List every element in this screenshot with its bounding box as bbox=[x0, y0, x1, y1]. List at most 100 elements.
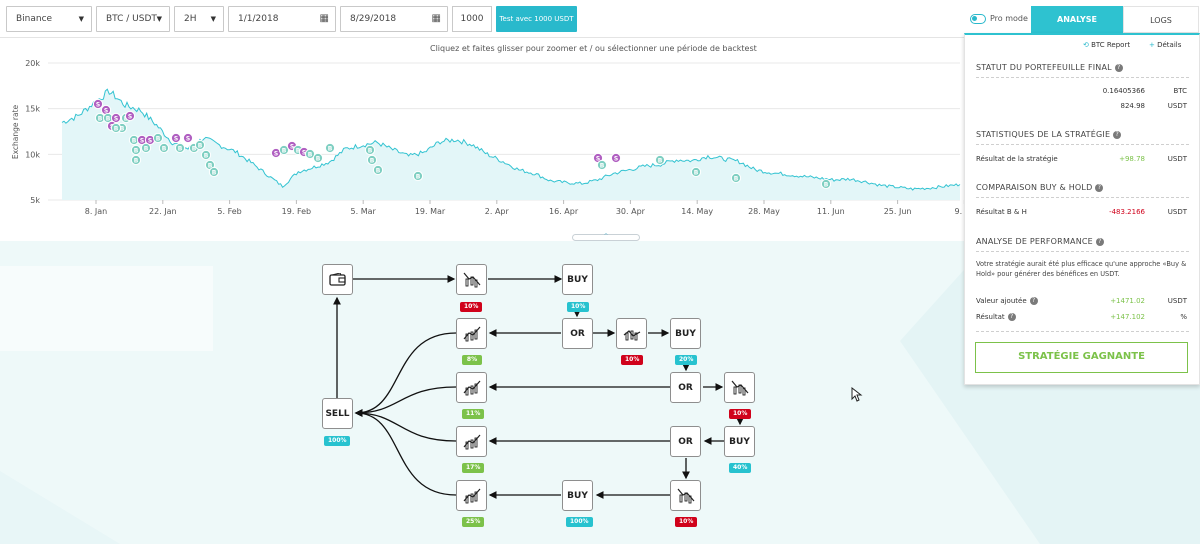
buy-signal-label: B bbox=[658, 157, 663, 164]
sell-signal-marker bbox=[124, 110, 136, 122]
y-tick-label: 10k bbox=[25, 150, 40, 159]
indicator-tag: 10% bbox=[675, 517, 698, 527]
added-value-label: Valeur ajoutée? bbox=[976, 297, 1038, 305]
indicator-node-bear[interactable] bbox=[724, 372, 755, 403]
buy-node[interactable]: BUY bbox=[562, 264, 593, 295]
price-area bbox=[62, 89, 960, 200]
or-node[interactable]: OR bbox=[670, 372, 701, 403]
interval-select[interactable]: 2H ▼ bbox=[174, 6, 224, 32]
portfolio-usdt-unit: USDT bbox=[1167, 102, 1187, 110]
tab-logs[interactable]: LOGS bbox=[1123, 6, 1199, 33]
result-value: +147.102 bbox=[1110, 313, 1145, 321]
buy-node[interactable]: BUY bbox=[724, 426, 755, 457]
buy-signal-marker bbox=[174, 142, 186, 154]
sell-node[interactable]: SELL bbox=[322, 398, 353, 429]
buy-signal-label: B bbox=[120, 125, 125, 132]
x-tick-label: 11. Jun bbox=[817, 207, 845, 216]
buy-signal-label: B bbox=[208, 162, 213, 169]
portfolio-btc-unit: BTC bbox=[1173, 87, 1187, 95]
buyhold-label: Résultat B & H bbox=[976, 208, 1027, 216]
price-chart-svg[interactable]: 5k 10k 15k 20k Exchange rate 8. Jan 22. Jan 5. … bbox=[0, 38, 964, 238]
wallet-node[interactable] bbox=[322, 264, 353, 295]
calendar-icon[interactable]: ▦ bbox=[319, 13, 329, 24]
toolbar: Binance ▼ BTC / USDT ▼ 2H ▼ 1/1/2018 ▦ 8… bbox=[0, 0, 1200, 38]
indicator-tag: 11% bbox=[462, 409, 485, 419]
chart-neutral-icon bbox=[623, 329, 640, 340]
sell-signal-label: S bbox=[614, 155, 618, 162]
indicator-node-bull[interactable] bbox=[456, 426, 487, 457]
chevron-down-icon: ▼ bbox=[210, 15, 216, 23]
portfolio-btc-value: 0.16405366 bbox=[1102, 87, 1145, 95]
calendar-icon[interactable]: ▦ bbox=[431, 13, 441, 24]
interval-value: 2H bbox=[184, 14, 197, 24]
buy-signal-marker bbox=[820, 178, 832, 190]
pro-mode-toggle[interactable] bbox=[970, 14, 986, 24]
buy-signal-label: B bbox=[282, 147, 287, 154]
price-line bbox=[61, 88, 961, 191]
buy-signal-label: B bbox=[376, 167, 381, 174]
or-node[interactable]: OR bbox=[670, 426, 701, 457]
indicator-node-bull[interactable] bbox=[456, 318, 487, 349]
indicator-tag: 10% bbox=[729, 409, 752, 419]
sell-signal-marker bbox=[92, 98, 104, 110]
sell-node-label: SELL bbox=[325, 408, 350, 419]
start-date-input[interactable]: 1/1/2018 ▦ bbox=[228, 6, 336, 32]
amount-input[interactable]: 1000 bbox=[452, 6, 492, 32]
y-axis-label: Exchange rate bbox=[11, 104, 20, 159]
buy-signal-label: B bbox=[212, 169, 217, 176]
buyhold-title: COMPARAISON BUY & HOLD? bbox=[976, 183, 1104, 192]
indicator-node-bull[interactable] bbox=[456, 480, 487, 511]
strategy-result-unit: USDT bbox=[1167, 155, 1187, 163]
buy-signal-label: B bbox=[134, 157, 139, 164]
sell-signal-label: S bbox=[148, 137, 152, 144]
sell-signal-label: S bbox=[274, 150, 278, 157]
buy-signal-label: B bbox=[156, 135, 161, 142]
price-chart[interactable]: 5k 10k 15k 20k Exchange rate 8. Jan 22. Jan 5. … bbox=[0, 38, 964, 238]
portfolio-usdt-value: 824.98 bbox=[1120, 102, 1146, 110]
or-node[interactable]: OR bbox=[562, 318, 593, 349]
buy-signal-marker bbox=[372, 164, 384, 176]
info-icon[interactable]: ? bbox=[1029, 297, 1038, 305]
x-tick-label: 8. Jan bbox=[85, 207, 108, 216]
indicator-node-bear[interactable] bbox=[456, 264, 487, 295]
sell-signal-label: S bbox=[596, 155, 600, 162]
indicator-node-bear[interactable] bbox=[670, 480, 701, 511]
indicator-tag: 8% bbox=[462, 355, 482, 365]
buy-signal-label: B bbox=[694, 169, 699, 176]
sell-signal-marker bbox=[110, 112, 122, 124]
chart-hint: Cliquez et faites glisser pour zoomer et… bbox=[430, 44, 757, 53]
buy-signal-label: B bbox=[192, 145, 197, 152]
end-date-input[interactable]: 8/29/2018 ▦ bbox=[340, 6, 448, 32]
buy-node[interactable]: BUY bbox=[670, 318, 701, 349]
chart-up-icon bbox=[463, 488, 480, 503]
winning-strategy-badge[interactable]: STRATÉGIE GAGNANTE bbox=[975, 342, 1188, 373]
details-label: Détails bbox=[1157, 41, 1182, 49]
x-tick-label: 16. Apr bbox=[549, 207, 579, 216]
collapse-chart-button[interactable]: ^ bbox=[572, 234, 640, 241]
exchange-select[interactable]: Binance ▼ bbox=[6, 6, 92, 32]
perf-text: Votre stratégie aurait été plus efficace… bbox=[976, 260, 1187, 278]
buy-signal-label: B bbox=[734, 175, 739, 182]
divider bbox=[976, 77, 1189, 78]
pair-select[interactable]: BTC / USDT ▼ bbox=[96, 6, 170, 32]
pro-mode-label: Pro mode bbox=[990, 14, 1028, 23]
info-icon[interactable]: ? bbox=[1095, 183, 1104, 192]
buy-signal-marker bbox=[366, 154, 378, 166]
info-icon[interactable]: ? bbox=[1095, 237, 1104, 246]
start-date-value: 1/1/2018 bbox=[238, 14, 279, 24]
x-tick-label: 2. Apr bbox=[485, 207, 510, 216]
info-icon[interactable]: ? bbox=[1007, 313, 1016, 321]
buy-signal-marker bbox=[730, 172, 742, 184]
indicator-node-neutral[interactable] bbox=[616, 318, 647, 349]
details-link[interactable]: + Détails bbox=[1149, 41, 1181, 49]
btc-report-link[interactable]: ⟲ BTC Report bbox=[1083, 41, 1130, 49]
test-button[interactable]: Test avec 1000 USDT bbox=[496, 6, 577, 32]
info-icon[interactable]: ? bbox=[1113, 130, 1122, 139]
buy-node[interactable]: BUY bbox=[562, 480, 593, 511]
info-icon[interactable]: ? bbox=[1114, 63, 1123, 72]
tab-analyse[interactable]: ANALYSE bbox=[1031, 6, 1123, 33]
added-value: +1471.02 bbox=[1110, 297, 1145, 305]
buy-signal-marker bbox=[412, 170, 424, 182]
or-node-label: OR bbox=[678, 382, 693, 393]
indicator-node-bull[interactable] bbox=[456, 372, 487, 403]
